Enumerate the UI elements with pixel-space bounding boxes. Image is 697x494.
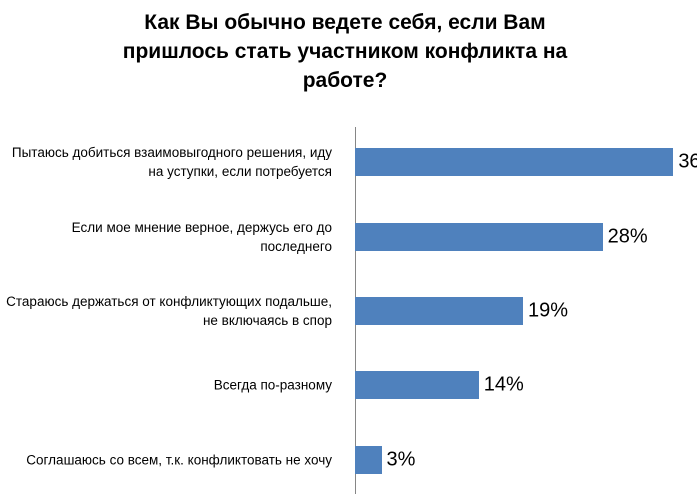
category-label: Если мое мнение верное, держусь его до п… (71, 219, 332, 254)
bar (355, 445, 382, 474)
bar (355, 222, 603, 251)
category-label: Всегда по-разному (213, 377, 332, 393)
data-label: 3% (386, 448, 416, 471)
chart-title: Как Вы обычно ведете себя, если Вам приш… (122, 11, 568, 92)
bar (355, 148, 674, 177)
data-label: 36% (678, 150, 697, 173)
bar (355, 297, 523, 325)
bar (355, 371, 479, 400)
data-label: 14% (483, 373, 524, 396)
category-label: Пытаюсь добиться взаимовыгодного решения… (11, 145, 332, 180)
data-label: 28% (607, 225, 648, 248)
category-label: Соглашаюсь со всем, т.к. конфликтовать н… (26, 452, 332, 468)
category-label: Стараюсь держаться от конфликтующих пода… (6, 294, 332, 328)
data-label: 19% (528, 299, 569, 322)
